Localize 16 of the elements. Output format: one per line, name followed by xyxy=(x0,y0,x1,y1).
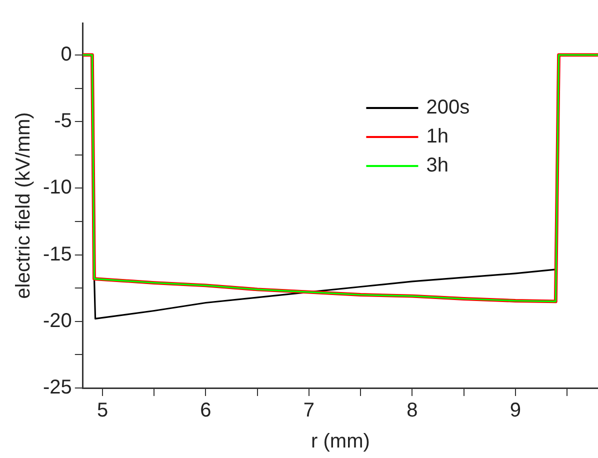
x-tick-label: 9 xyxy=(510,400,521,422)
x-tick-label: 5 xyxy=(96,400,108,422)
y-tick-label: 0 xyxy=(60,43,72,66)
x-tick-label: 6 xyxy=(200,400,212,422)
y-tick-label: -20 xyxy=(43,310,72,332)
legend-label: 200s xyxy=(426,96,470,119)
x-tick-label: 8 xyxy=(406,400,418,422)
y-tick-label: -5 xyxy=(54,110,72,132)
y-tick-label: -25 xyxy=(43,376,72,399)
x-axis-title: r (mm) xyxy=(311,430,370,453)
y-axis-title: electric field (kV/mm) xyxy=(12,112,35,299)
y-tick-label: -15 xyxy=(43,243,72,266)
y-tick-label: -10 xyxy=(43,176,72,199)
x-tick-label: 7 xyxy=(303,400,315,422)
legend-label: 3h xyxy=(426,154,448,177)
legend-label: 1h xyxy=(426,126,448,148)
